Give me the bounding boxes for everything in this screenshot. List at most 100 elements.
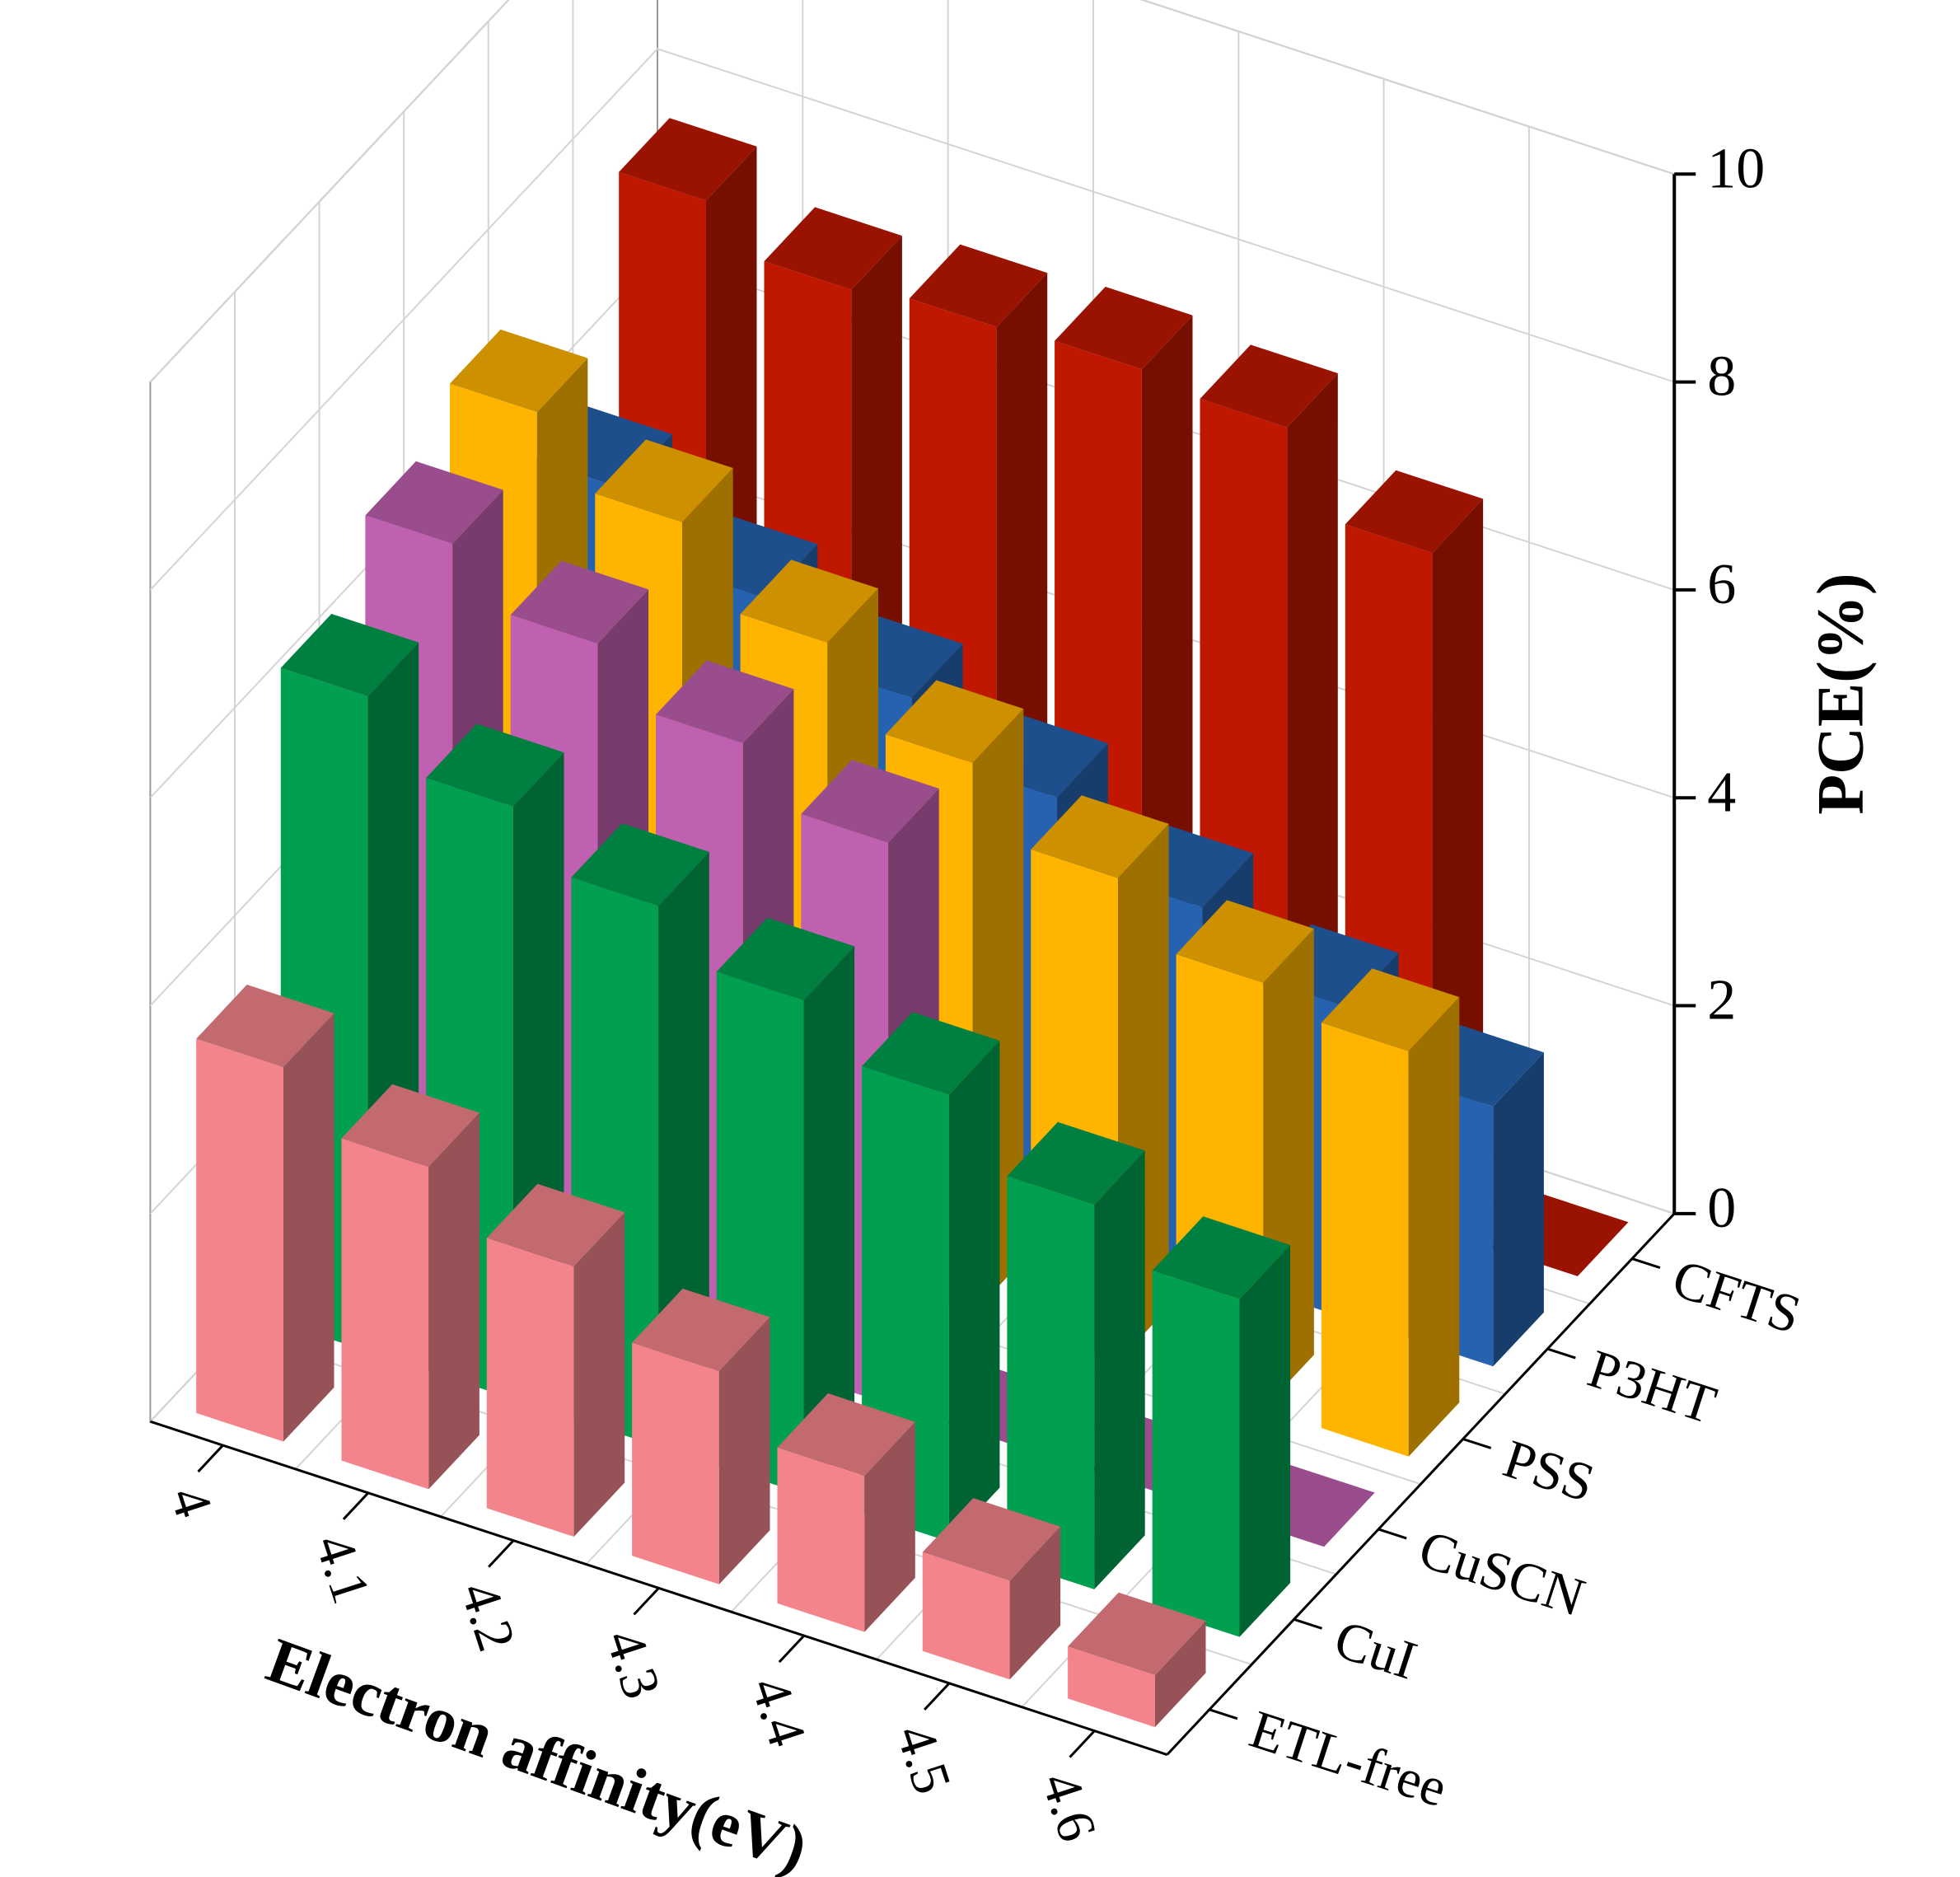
depth-axis [1166, 1212, 1676, 1756]
x-tick-label: 4.2 [449, 1575, 527, 1658]
bar-front [777, 1447, 865, 1632]
y-tick-label: 0 [1707, 1177, 1736, 1240]
bar-side [803, 946, 855, 1495]
bar-top [196, 985, 334, 1068]
bar [1007, 1121, 1145, 1589]
x-tick [1069, 1730, 1096, 1758]
bar-front [632, 1342, 719, 1584]
x-tick-label: 4.5 [884, 1718, 962, 1801]
x-tick [633, 1587, 660, 1616]
bar [632, 1288, 770, 1584]
bar-top [1321, 968, 1460, 1051]
y-tick-label: 8 [1707, 345, 1736, 409]
bar-front [1068, 1646, 1155, 1728]
bar-top [716, 917, 855, 1001]
bar [486, 1183, 625, 1537]
x-tick [924, 1682, 951, 1711]
depth-tick [1462, 1438, 1492, 1449]
bar-top [280, 614, 419, 697]
y-tick-label: 6 [1707, 553, 1736, 616]
bar [1152, 1216, 1291, 1637]
x-tick [778, 1635, 805, 1664]
bar-side [718, 1317, 770, 1584]
depth-tick-label: ETL-free [1243, 1699, 1454, 1818]
bar-top [619, 118, 757, 201]
bar-top [341, 1084, 479, 1168]
bar-top [450, 329, 588, 413]
bar-top [595, 439, 733, 522]
bar-side [1493, 1052, 1544, 1367]
bar-front [1321, 1023, 1409, 1457]
bar-top [510, 560, 649, 644]
depth-tick-label: CFTS [1666, 1248, 1808, 1346]
bar-top [862, 1012, 1000, 1095]
depth-tick-label: CuI [1327, 1609, 1424, 1692]
y-tick-label: 2 [1707, 969, 1736, 1032]
x-tick-label: 4 [158, 1480, 224, 1524]
x-tick-label: 4.6 [1030, 1765, 1108, 1848]
bar-front [341, 1138, 429, 1490]
bar-side [283, 1013, 334, 1442]
bar-top [885, 680, 1024, 763]
bar [1321, 968, 1460, 1457]
bar-top [764, 207, 902, 290]
x-axis-label: Electron affinity(eV) [259, 1623, 817, 1877]
bar-side [1094, 1150, 1145, 1589]
bar-top [801, 760, 939, 843]
bar-top [1152, 1216, 1291, 1299]
y-tick-label: 10 [1707, 137, 1765, 200]
bar [1068, 1592, 1206, 1728]
depth-tick-label: PSS [1496, 1429, 1601, 1514]
x-tick [488, 1539, 515, 1568]
depth-tick [1631, 1257, 1661, 1270]
bar-top [426, 723, 564, 807]
bar-front [196, 1038, 283, 1442]
x-tick [197, 1444, 224, 1473]
y-tick-label: 4 [1707, 761, 1736, 824]
bar-top [365, 461, 503, 545]
bar-top [1176, 900, 1314, 983]
bar-side [1009, 1526, 1061, 1680]
bar-top [632, 1288, 770, 1372]
depth-tick [1293, 1617, 1323, 1630]
bar [922, 1498, 1061, 1680]
bar [341, 1084, 479, 1490]
bar-front [922, 1552, 1010, 1680]
x-tick-label: 4.4 [739, 1670, 817, 1753]
bar-top [1345, 470, 1484, 554]
bar-side [428, 1112, 479, 1490]
bar-top [486, 1183, 625, 1266]
x-tick-label: 4.3 [594, 1622, 672, 1706]
bar-front [1152, 1271, 1240, 1637]
depth-tick [1546, 1347, 1576, 1360]
bar-top [1055, 287, 1193, 370]
bar-side [1239, 1245, 1291, 1637]
bar-side [864, 1421, 915, 1632]
bar-top [1031, 795, 1169, 878]
depth-tick-label: CuSCN [1412, 1519, 1592, 1628]
x-tick [342, 1491, 369, 1520]
depth-tick [1209, 1708, 1238, 1720]
bar-side [1154, 1621, 1206, 1728]
depth-tick [1378, 1528, 1407, 1540]
bar-side [1408, 997, 1460, 1457]
bar-front [486, 1238, 574, 1537]
bar-top [740, 559, 878, 643]
bar-top [571, 823, 709, 906]
bar-top [1068, 1592, 1206, 1675]
bar [777, 1393, 915, 1632]
bar-top [777, 1393, 915, 1477]
bar-top [1200, 344, 1338, 428]
bar-top [909, 244, 1048, 327]
depth-tick-label: P3HT [1581, 1338, 1724, 1435]
bar-top [656, 660, 794, 743]
bar-top [1007, 1121, 1145, 1205]
bar-front [1007, 1176, 1095, 1589]
bar [196, 985, 334, 1442]
x-tick-label: 4.1 [303, 1528, 381, 1611]
bar-top [922, 1498, 1061, 1581]
y-axis-label: PCE(%) [1805, 573, 1878, 814]
bar-side [573, 1212, 625, 1537]
